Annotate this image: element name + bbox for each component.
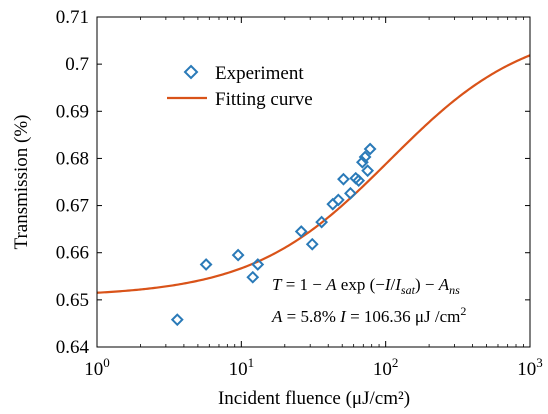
legend-label-experiment: Experiment	[215, 63, 304, 84]
y-tick-label: 0.68	[56, 148, 89, 169]
experiment-point	[352, 174, 366, 188]
legend-marker-experiment	[183, 64, 199, 80]
legend-label-fitting-curve: Fitting curve	[215, 89, 313, 110]
experiment-point	[170, 313, 184, 327]
y-tick-label: 0.64	[56, 337, 90, 358]
x-axis-label: Incident fluence (μJ/cm²)	[218, 388, 410, 409]
fit-equation: T = 1 − A exp (−I/Isat) − Ans	[272, 275, 460, 297]
experiment-point	[199, 258, 213, 271]
y-axis-label: Transmission (%)	[11, 115, 32, 250]
plot-layer	[96, 54, 531, 327]
y-tick-label: 0.65	[56, 290, 89, 311]
eq-T: T	[272, 275, 283, 294]
fit-parameters: A = 5.8% I = 106.36 μJ /cm2	[271, 304, 466, 326]
x-tick-label: 101	[229, 355, 254, 380]
legend: Experiment Fitting curve	[167, 63, 313, 110]
experiment-point	[231, 248, 245, 262]
y-tick-label: 0.69	[56, 101, 89, 122]
param-I: I	[339, 307, 347, 326]
experiment-point	[337, 172, 350, 186]
experiment-point	[331, 193, 345, 207]
x-tick-label: 100	[84, 355, 110, 380]
experiment-point	[315, 215, 329, 229]
x-tick-label: 103	[517, 355, 543, 380]
eq-A: A	[325, 275, 337, 294]
plot-frame	[96, 16, 531, 348]
fitting-curve-line	[96, 54, 531, 294]
eq-Isat: I	[394, 275, 402, 294]
experiment-point	[358, 150, 372, 164]
eq-close: ) −	[415, 275, 439, 294]
param-unit-sup: 2	[460, 304, 466, 318]
eq-part: = 1 −	[281, 275, 326, 294]
tick-layer: 0.64 0.65 0.66 0.67 0.68 0.69 0.7 0.71 100 101 102…	[56, 7, 543, 380]
eq-I: I	[384, 275, 392, 294]
experiment-point	[251, 258, 265, 271]
y-tick-label: 0.71	[56, 7, 89, 28]
experiment-point	[363, 142, 377, 156]
eq-ns-sub: ns	[449, 283, 460, 297]
y-tick-label: 0.67	[56, 196, 89, 217]
eq-exp: exp (−	[337, 275, 385, 294]
experiment-point	[294, 225, 308, 238]
param-I-value: = 106.36 μJ /cm	[346, 307, 461, 326]
x-tick-label: 102	[373, 355, 399, 380]
experiment-point	[246, 270, 260, 284]
experiment-point	[305, 237, 319, 251]
param-A-value: = 5.8%	[282, 307, 340, 326]
y-tick-label: 0.7	[65, 54, 89, 75]
eq-sat-sub: sat	[401, 283, 416, 297]
y-tick-label: 0.66	[56, 243, 89, 264]
eq-Ans: A	[438, 275, 450, 294]
param-A: A	[271, 307, 283, 326]
experiment-point	[344, 186, 357, 200]
eq-slash: /	[391, 275, 396, 294]
experiment-point	[361, 164, 375, 178]
